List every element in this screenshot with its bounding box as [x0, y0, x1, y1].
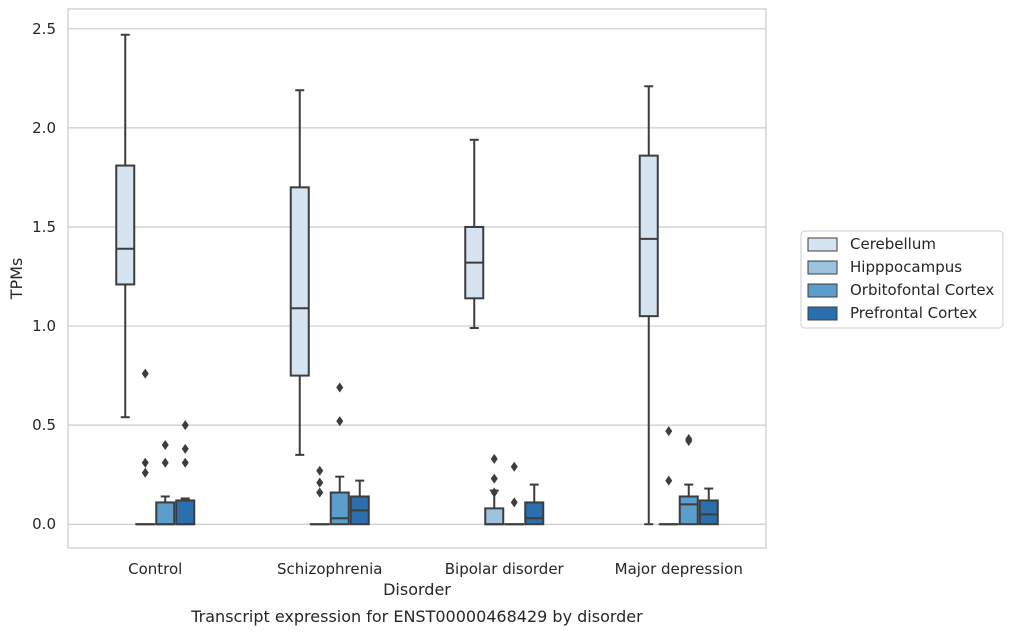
x-tick-label: Schizophrenia [277, 560, 382, 578]
legend-frame [800, 230, 1004, 329]
outlier-point [181, 457, 189, 468]
outlier-point [490, 453, 498, 464]
box-hipppocampus-0 [135, 368, 156, 526]
box-iqr [155, 501, 176, 526]
outlier-point [316, 487, 324, 498]
legend-swatch [807, 260, 838, 275]
box-prefrontal-cortex-0 [175, 420, 196, 526]
legend-swatch [807, 283, 838, 298]
box-iqr [678, 495, 699, 526]
outlier-point [510, 461, 518, 472]
outlier-point [665, 426, 673, 437]
box-prefrontal-cortex-3 [698, 487, 719, 526]
outlier-point [490, 473, 498, 484]
box-prefrontal-cortex-2 [524, 483, 545, 526]
box-orbitofontal-cortex-3 [678, 434, 699, 526]
outlier-point [161, 439, 169, 450]
y-tick-label: 1.0 [32, 317, 56, 335]
x-tick-label: Major depression [615, 560, 743, 578]
box-orbitofontal-cortex-0 [155, 439, 176, 526]
legend: Cerebellum Hipppocampus Orbitofontal Corte… [800, 230, 1004, 329]
grid-lines [68, 28, 766, 525]
outlier-point [141, 457, 149, 468]
box-cerebellum-2 [464, 138, 485, 330]
outlier-point [316, 465, 324, 476]
box-iqr [698, 499, 719, 526]
box-prefrontal-cortex-1 [349, 479, 370, 526]
y-axis-label: TPMs [7, 258, 26, 301]
legend-swatch [807, 306, 838, 321]
outlier-point [665, 475, 673, 486]
box-iqr [638, 154, 659, 318]
legend-label: Prefrontal Cortex [850, 304, 977, 322]
outlier-point [141, 368, 149, 379]
x-axis-ticks: Control Schizophrenia Bipolar disorder Majo… [128, 560, 743, 578]
plot-frame [67, 8, 767, 549]
box-iqr [115, 164, 136, 286]
x-tick-label: Bipolar disorder [445, 560, 565, 578]
legend-swatch [807, 237, 838, 252]
box-cerebellum-1 [289, 89, 310, 456]
x-axis-label: Disorder [383, 580, 451, 599]
y-tick-label: 0.0 [32, 515, 56, 533]
box-hipppocampus-2 [484, 453, 505, 526]
box-orbitofontal-cortex-1 [329, 382, 350, 526]
box-orbitofontal-cortex-2 [504, 461, 525, 526]
outlier-point [490, 487, 498, 498]
outlier-point [336, 382, 344, 393]
box-iqr [175, 499, 196, 526]
box-iqr [484, 507, 505, 526]
box-iqr [329, 491, 350, 526]
y-tick-label: 0.5 [32, 416, 56, 434]
outlier-point [161, 457, 169, 468]
y-axis-ticks: 0.0 0.5 1.0 1.5 2.0 2.5 [32, 20, 56, 533]
legend-label: Orbitofontal Cortex [850, 281, 994, 299]
box-cerebellum-3 [638, 85, 659, 526]
outlier-point [685, 434, 693, 445]
y-tick-label: 2.0 [32, 119, 56, 137]
y-tick-label: 2.5 [32, 20, 56, 38]
figure-caption: Transcript expression for ENST0000046842… [190, 607, 643, 626]
box-hipppocampus-3 [658, 426, 679, 526]
box-hipppocampus-1 [309, 465, 330, 526]
box-iqr [524, 501, 545, 526]
y-tick-label: 1.5 [32, 218, 56, 236]
legend-label: Cerebellum [850, 235, 936, 253]
box-iqr [289, 186, 310, 377]
outlier-point [141, 467, 149, 478]
outlier-point [181, 420, 189, 431]
legend-label: Hipppocampus [850, 258, 962, 276]
outlier-point [336, 416, 344, 427]
outlier-point [510, 497, 518, 508]
box-cerebellum-0 [115, 33, 136, 419]
outlier-point [181, 443, 189, 454]
x-tick-label: Control [128, 560, 182, 578]
outlier-point [316, 477, 324, 488]
box-series [115, 33, 719, 526]
